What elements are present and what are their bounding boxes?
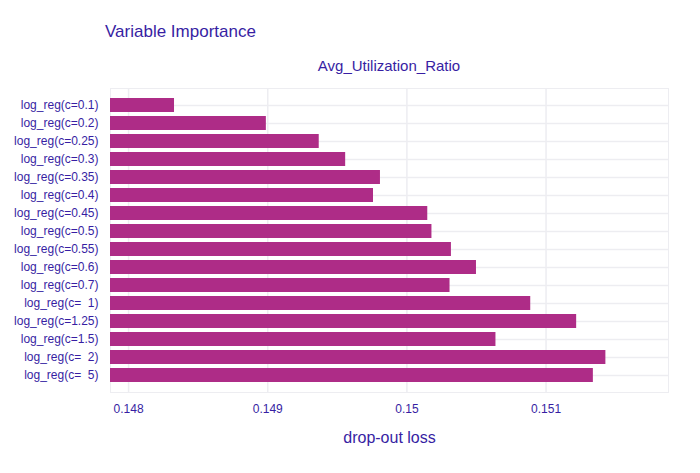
svg-text:0.151: 0.151 [531, 402, 561, 416]
html-text:Variable Importance: Variable Importance [105, 22, 256, 41]
svg-text:log_reg(c=0.45): log_reg(c=0.45) [14, 206, 98, 220]
svg-text:log_reg(c=0.1): log_reg(c=0.1) [21, 98, 99, 112]
svg-text:log_reg(c=1.25): log_reg(c=1.25) [14, 314, 98, 328]
svg-text:log_reg(c=0.2): log_reg(c=0.2) [21, 116, 99, 130]
svg-text:log_reg(c= 1): log_reg(c= 1) [24, 296, 98, 310]
svg-text:0.15: 0.15 [395, 402, 419, 416]
html-text:Avg_Utilization_Ratio: Avg_Utilization_Ratio [317, 57, 461, 74]
svg-text:log_reg(c=0.6): log_reg(c=0.6) [21, 260, 99, 274]
svg-text:log_reg(c=0.35): log_reg(c=0.35) [14, 170, 98, 184]
svg-text:0.148: 0.148 [114, 402, 144, 416]
svg-text:log_reg(c=0.55): log_reg(c=0.55) [14, 242, 98, 256]
svg-text:log_reg(c=0.4): log_reg(c=0.4) [21, 188, 99, 202]
svg-text:log_reg(c=0.3): log_reg(c=0.3) [21, 152, 99, 166]
svg-text:0.149: 0.149 [253, 402, 283, 416]
svg-text:log_reg(c= 2): log_reg(c= 2) [24, 350, 98, 364]
svg-text:log_reg(c= 5): log_reg(c= 5) [24, 368, 98, 382]
svg-text:log_reg(c=1.5): log_reg(c=1.5) [21, 332, 99, 346]
svg-text:log_reg(c=0.7): log_reg(c=0.7) [21, 278, 99, 292]
svg-text:drop-out loss: drop-out loss [343, 429, 436, 446]
svg-text:log_reg(c=0.5): log_reg(c=0.5) [21, 224, 99, 238]
svg-text:log_reg(c=0.25): log_reg(c=0.25) [14, 134, 98, 148]
